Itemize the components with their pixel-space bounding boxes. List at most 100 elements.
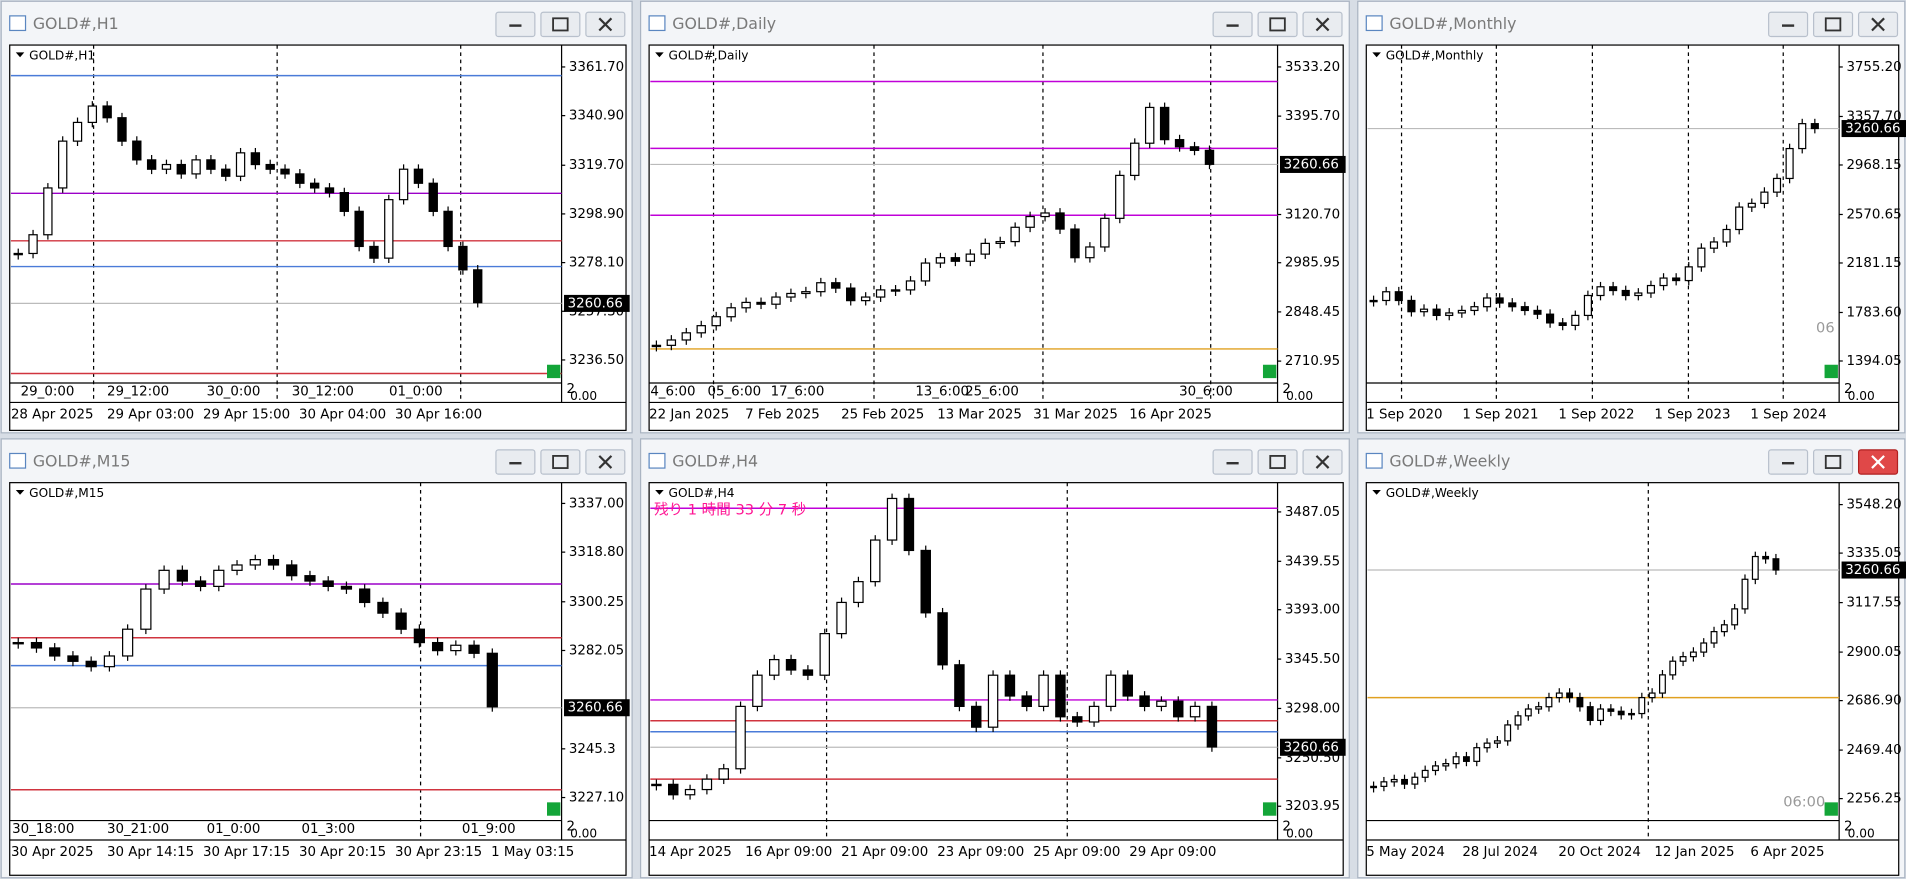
candle: [431, 641, 444, 652]
chart-window[interactable]: GOLD#,H4 3487.05 3439.55 3393.00 3345.50 3298…: [639, 438, 1350, 879]
trade-indicator: [1262, 364, 1277, 379]
menu-arrow[interactable]: [655, 489, 664, 495]
candle: [971, 705, 982, 728]
separator-label: 29_0:00: [21, 384, 75, 399]
sub-max: 2: [1844, 820, 1853, 835]
candle: [1115, 174, 1125, 219]
chart-window[interactable]: GOLD#,Monthly3755.203357.702968.152570.6…: [1357, 0, 1906, 434]
window-title: GOLD#,Weekly: [1389, 451, 1510, 470]
candle: [846, 287, 856, 302]
price-badge: [564, 699, 630, 717]
candle: [85, 660, 97, 668]
candle: [1634, 292, 1643, 297]
candle: [1401, 778, 1408, 785]
separator-label: 05_6:00: [707, 384, 761, 399]
candle: [102, 105, 112, 119]
button-glyph: [1269, 17, 1286, 32]
candle: [1607, 708, 1615, 712]
menu-arrow[interactable]: [1372, 489, 1381, 495]
x-tick-label: 25 Feb 2025: [841, 408, 924, 423]
y-tick-label: 1394.05: [1846, 354, 1901, 369]
x-tick-label: 1 Sep 2022: [1558, 408, 1634, 423]
x-tick-label: 22 Jan 2025: [649, 408, 729, 423]
candle: [161, 163, 172, 170]
candle: [1130, 142, 1140, 177]
candle: [905, 280, 916, 291]
candle: [1546, 313, 1555, 324]
maximize-button[interactable]: [1257, 11, 1298, 38]
chart-window[interactable]: GOLD#,H1 3361.70 3340.90 3319.70 3298.90 3278…: [0, 0, 633, 434]
window-icon: [9, 452, 27, 469]
candle: [1772, 177, 1782, 193]
candle: [1731, 608, 1739, 626]
y-tick-label: 2686.90: [1846, 694, 1901, 709]
candle: [267, 559, 280, 566]
candle: [920, 549, 931, 614]
x-tick-label: 21 Apr 09:00: [841, 845, 928, 860]
x-tick-label: 29 Apr 03:00: [107, 408, 194, 423]
candle: [651, 344, 662, 348]
candle: [1648, 692, 1656, 699]
separator-label: 25_6:00: [965, 384, 1019, 399]
candle: [146, 159, 157, 170]
menu-arrow[interactable]: [15, 52, 25, 58]
x-tick-label: 30 Apr 04:00: [299, 408, 386, 423]
candle: [1558, 322, 1567, 326]
sub-min: 0.00: [1286, 826, 1313, 840]
candle: [1004, 674, 1016, 697]
menu-arrow[interactable]: [1372, 52, 1381, 58]
separator-label: 30_6:00: [1179, 384, 1233, 399]
maximize-button[interactable]: [540, 11, 581, 38]
candle: [1586, 706, 1594, 721]
button-glyph: [1824, 454, 1842, 469]
candle: [13, 252, 23, 256]
candle: [741, 301, 751, 309]
maximize-button[interactable]: [1813, 11, 1854, 38]
candle: [468, 644, 480, 654]
menu-arrow[interactable]: [655, 52, 664, 58]
candle: [1533, 309, 1542, 315]
button-glyph: [1871, 455, 1885, 469]
candle: [1741, 578, 1749, 610]
chart-symbol: GOLD#,Weekly: [1386, 486, 1479, 500]
candle: [250, 152, 261, 166]
candle: [667, 783, 679, 796]
price-label: 3260.66: [1284, 740, 1339, 755]
y-tick-label: 2181.15: [1846, 256, 1901, 271]
y-tick-label: 2900.05: [1846, 645, 1901, 660]
x-tick-label: 29 Apr 15:00: [203, 408, 290, 423]
candle: [122, 628, 134, 657]
candle: [711, 316, 721, 327]
y-tick-label: 3395.70: [1285, 109, 1340, 124]
y-tick-label: 3533.20: [1285, 60, 1340, 75]
chart-area: [9, 44, 627, 431]
price-label: 3260.66: [568, 296, 623, 311]
candle: [1504, 724, 1512, 742]
candle: [1473, 747, 1481, 762]
candle: [103, 655, 116, 668]
candle: [1390, 778, 1398, 783]
chart-window[interactable]: GOLD#,Daily 3533.20 3395.70 3120.70 2985.95 2…: [639, 0, 1350, 434]
x-tick-label: 30 Apr 16:00: [395, 408, 482, 423]
candle: [1419, 308, 1429, 313]
x-tick-label: 29 Apr 09:00: [1129, 845, 1216, 860]
maximize-button[interactable]: [1813, 449, 1854, 475]
chart-window[interactable]: GOLD#,M15 3337.00 3318.80 3300.25 3282.05 324…: [0, 438, 633, 879]
chart-area: [9, 482, 627, 876]
menu-arrow[interactable]: [15, 489, 25, 495]
maximize-button[interactable]: [1257, 449, 1298, 475]
y-tick-label: 2710.95: [1285, 354, 1340, 369]
chart-symbol: GOLD#,H4: [669, 486, 735, 500]
chart-window[interactable]: GOLD#,Weekly 3548.20 3335.05 3117.55 2900.05…: [1357, 438, 1906, 879]
candle: [377, 601, 389, 614]
candle: [1762, 555, 1770, 560]
candle: [413, 168, 424, 184]
y-tick-label: 3203.95: [1285, 799, 1340, 814]
candle: [1382, 291, 1391, 302]
candle: [191, 159, 201, 175]
candle: [324, 187, 335, 194]
candle: [286, 564, 298, 577]
maximize-button[interactable]: [540, 449, 581, 475]
x-tick-label: 6 Apr 2025: [1750, 845, 1824, 860]
candle: [801, 291, 811, 295]
